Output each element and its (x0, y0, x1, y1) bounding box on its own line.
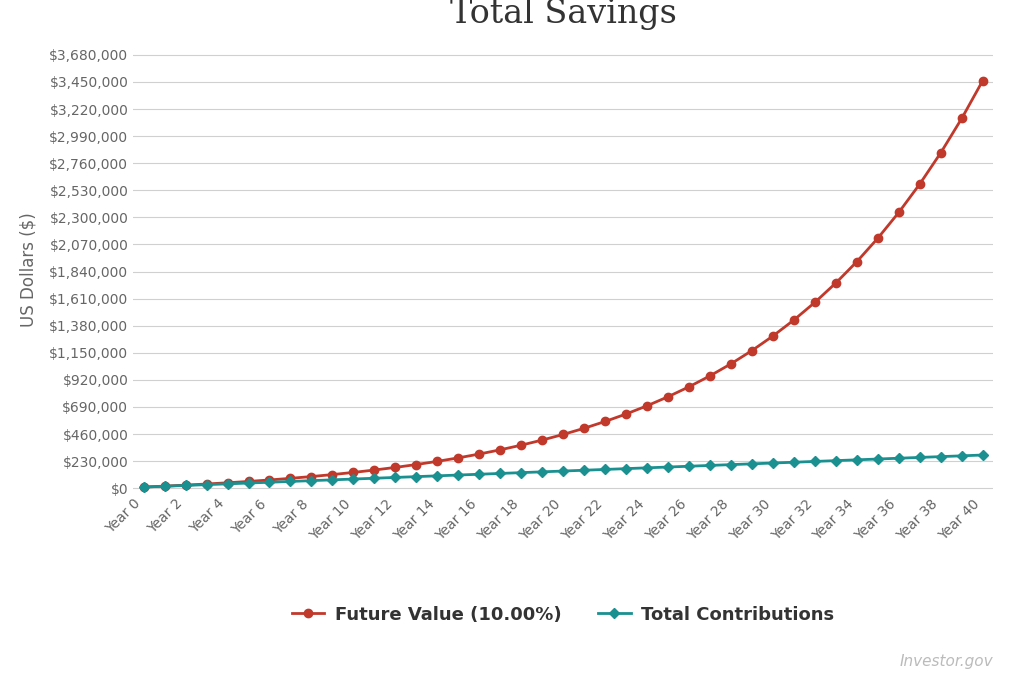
Future Value (10.00%) (431, 457, 443, 465)
Line: Future Value (10.00%): Future Value (10.00%) (139, 76, 987, 491)
Total Contributions (495, 469, 507, 477)
Future Value (10.00%) (453, 454, 465, 462)
Future Value (10.00%) (955, 114, 968, 122)
Future Value (10.00%) (829, 279, 842, 287)
Title: Total Savings: Total Savings (450, 0, 677, 30)
Future Value (10.00%) (683, 382, 695, 391)
Total Contributions (347, 475, 359, 483)
Total Contributions (599, 465, 611, 473)
Total Contributions (871, 455, 884, 463)
Total Contributions (137, 483, 150, 491)
Future Value (10.00%) (537, 436, 549, 444)
Total Contributions (683, 462, 695, 471)
Future Value (10.00%) (599, 417, 611, 426)
Total Contributions (641, 464, 653, 472)
Total Contributions (369, 474, 381, 482)
Future Value (10.00%) (243, 477, 255, 486)
Total Contributions (179, 482, 191, 490)
Total Contributions (201, 481, 213, 489)
Future Value (10.00%) (411, 460, 423, 469)
Total Contributions (263, 478, 275, 486)
Future Value (10.00%) (935, 149, 947, 157)
Total Contributions (221, 479, 233, 488)
Future Value (10.00%) (913, 180, 926, 188)
Total Contributions (809, 458, 821, 466)
Total Contributions (285, 477, 297, 486)
Future Value (10.00%) (725, 360, 737, 368)
Future Value (10.00%) (263, 476, 275, 484)
Total Contributions (977, 451, 989, 459)
Future Value (10.00%) (787, 316, 800, 324)
Future Value (10.00%) (745, 346, 758, 354)
Future Value (10.00%) (578, 424, 590, 432)
Future Value (10.00%) (137, 483, 150, 491)
Future Value (10.00%) (179, 481, 191, 489)
Future Value (10.00%) (369, 466, 381, 474)
Future Value (10.00%) (977, 76, 989, 85)
Future Value (10.00%) (767, 332, 779, 340)
Future Value (10.00%) (201, 480, 213, 488)
Future Value (10.00%) (893, 208, 905, 217)
Total Contributions (893, 454, 905, 462)
Total Contributions (620, 464, 632, 473)
Total Contributions (913, 454, 926, 462)
Total Contributions (578, 466, 590, 474)
Future Value (10.00%) (327, 471, 339, 479)
Future Value (10.00%) (159, 482, 171, 490)
Total Contributions (305, 477, 317, 485)
Future Value (10.00%) (871, 234, 884, 242)
Total Contributions (703, 461, 716, 469)
Total Contributions (243, 479, 255, 487)
Future Value (10.00%) (641, 402, 653, 410)
Legend: Future Value (10.00%), Total Contributions: Future Value (10.00%), Total Contributio… (285, 598, 842, 631)
Future Value (10.00%) (221, 479, 233, 487)
Total Contributions (557, 467, 569, 475)
Total Contributions (787, 458, 800, 466)
Future Value (10.00%) (703, 372, 716, 380)
Future Value (10.00%) (495, 446, 507, 454)
Total Contributions (453, 471, 465, 479)
Total Contributions (537, 468, 549, 476)
Total Contributions (745, 460, 758, 468)
Total Contributions (159, 482, 171, 490)
Future Value (10.00%) (809, 298, 821, 307)
Text: Investor.gov: Investor.gov (900, 654, 993, 669)
Total Contributions (955, 451, 968, 460)
Line: Total Contributions: Total Contributions (140, 451, 986, 490)
Total Contributions (725, 460, 737, 469)
Total Contributions (851, 456, 863, 464)
Future Value (10.00%) (473, 450, 485, 458)
Future Value (10.00%) (851, 257, 863, 266)
Total Contributions (389, 473, 401, 482)
Future Value (10.00%) (662, 393, 674, 401)
Total Contributions (431, 472, 443, 480)
Future Value (10.00%) (285, 474, 297, 482)
Future Value (10.00%) (305, 473, 317, 481)
Total Contributions (935, 453, 947, 461)
Total Contributions (767, 459, 779, 467)
Future Value (10.00%) (389, 463, 401, 471)
Future Value (10.00%) (515, 441, 527, 449)
Future Value (10.00%) (620, 410, 632, 418)
Total Contributions (327, 476, 339, 484)
Future Value (10.00%) (557, 430, 569, 438)
Future Value (10.00%) (347, 469, 359, 477)
Total Contributions (411, 473, 423, 481)
Y-axis label: US Dollars ($): US Dollars ($) (19, 212, 38, 327)
Total Contributions (473, 470, 485, 478)
Total Contributions (515, 469, 527, 477)
Total Contributions (662, 463, 674, 471)
Total Contributions (829, 456, 842, 464)
